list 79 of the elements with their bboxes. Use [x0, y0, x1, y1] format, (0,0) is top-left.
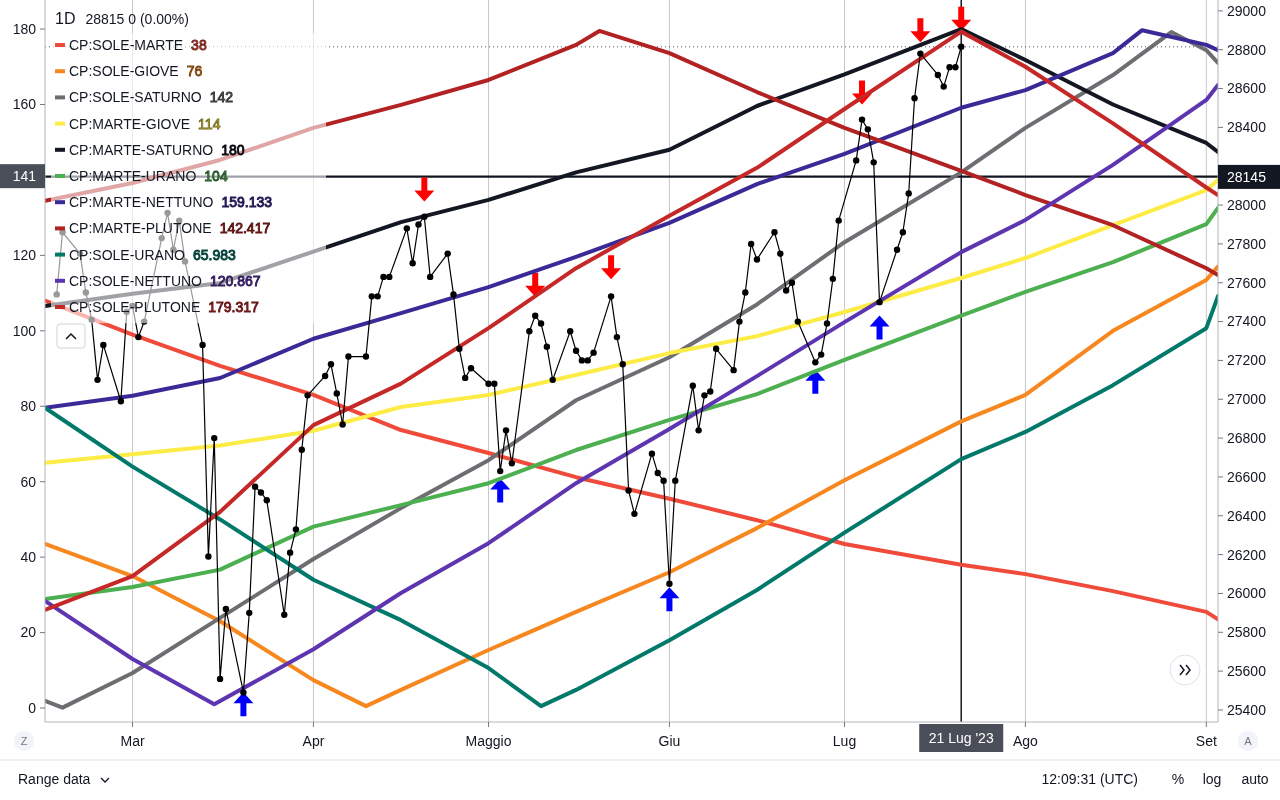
y2-tick-label: 27600: [1227, 274, 1267, 291]
ref-line-label: 28145: [1227, 168, 1267, 185]
y2-tick-label: 27000: [1227, 391, 1267, 408]
y-tick-label: 120: [12, 247, 37, 264]
x-tick-label: Set: [1195, 733, 1217, 749]
text: 28815 0 (0.00%): [85, 11, 189, 27]
point: [490, 478, 511, 503]
y2-tick-label: 27400: [1227, 313, 1267, 330]
x-tick-label: Giu: [658, 733, 681, 749]
y2-tick-label: 26600: [1227, 468, 1267, 485]
y2-tick-label: 25600: [1227, 663, 1267, 680]
legend-label: CP:SOLE-URANO: [69, 246, 186, 263]
legend-label: CP:MARTE-PLUTONE: [69, 220, 212, 237]
y-tick-label: 160: [12, 96, 37, 113]
point: [414, 177, 435, 202]
text: %: [1171, 771, 1185, 787]
point: [601, 255, 622, 280]
legend-label: CP:MARTE-NETTUNO: [69, 194, 214, 211]
y2-tick-label: 26000: [1227, 585, 1267, 602]
annotation: 179.317: [208, 299, 260, 315]
legend-label: CP:MARTE-SATURNO: [69, 141, 214, 158]
y2-tick-label: 29000: [1227, 2, 1267, 19]
legend-label: CP:SOLE-GIOVE: [69, 63, 179, 80]
annotation: 76: [186, 63, 203, 80]
x-tick-label: Maggio: [465, 733, 512, 749]
annotation: 120.867: [210, 272, 261, 289]
y2-tick-label: 28400: [1227, 119, 1267, 136]
point: [910, 18, 931, 43]
annotation: 180: [221, 141, 245, 158]
annotation: 38: [191, 37, 207, 53]
text: auto: [1241, 771, 1269, 787]
x-tick-label: Mar: [120, 733, 145, 749]
legend-label: CP:MARTE-GIOVE: [69, 115, 191, 132]
text: 12:09:31 (UTC): [1041, 771, 1138, 787]
y-tick-label: 60: [20, 473, 37, 490]
y2-tick-label: 26200: [1227, 546, 1267, 563]
text: Range data: [18, 771, 91, 787]
y2-tick-label: 26800: [1227, 429, 1267, 446]
x-tick-label: Lug: [832, 733, 857, 749]
text: Z: [20, 735, 28, 747]
legend-label: CP:SOLE-NETTUNO: [69, 272, 203, 289]
point: [869, 315, 890, 340]
text: 1D: [55, 10, 76, 27]
y2-tick-label: 28000: [1227, 196, 1267, 213]
annotation: 159.133: [221, 194, 273, 211]
line-series: [45, 28, 1218, 410]
text: A: [1244, 735, 1253, 747]
legend-label: CP:SOLE-PLUTONE: [69, 299, 201, 315]
annotation: 142: [209, 89, 234, 106]
y2-tick-label: 28800: [1227, 41, 1267, 58]
y-tick-label: 40: [20, 549, 37, 566]
annotation: 65.983: [192, 246, 236, 263]
y-tick-label: 20: [20, 624, 37, 641]
y-tick-label: 180: [12, 20, 37, 37]
y2-tick-label: 26400: [1227, 507, 1267, 524]
point: [951, 6, 972, 31]
legend-label: CP:SOLE-MARTE: [69, 37, 184, 53]
line-series: [45, 298, 1218, 622]
y2-tick-label: 27200: [1227, 352, 1267, 369]
legend-label: CP:SOLE-SATURNO: [69, 89, 202, 106]
x-tick-label: Apr: [302, 733, 325, 749]
y-tick-label: 80: [20, 398, 37, 415]
text: log: [1202, 771, 1222, 787]
x-tick-label: Ago: [1012, 733, 1039, 749]
y2-tick-label: 25800: [1227, 624, 1267, 641]
y2-tick-label: 28600: [1227, 80, 1267, 97]
point: [233, 692, 254, 717]
annotation: 142.417: [219, 220, 271, 237]
point: [659, 587, 680, 612]
annotation: 104: [204, 168, 228, 184]
annotation: 114: [198, 115, 221, 132]
ref-line-label: 21 Lug '23: [928, 730, 994, 746]
y2-tick-label: 25400: [1227, 701, 1267, 718]
y-tick-label: 100: [12, 322, 37, 339]
y-tick-label: 0: [28, 699, 37, 716]
y2-tick-label: 27800: [1227, 235, 1267, 252]
line-series: [45, 205, 1218, 602]
legend-label: CP:MARTE-URANO: [69, 168, 197, 184]
ref-line-label: 141: [12, 168, 37, 185]
